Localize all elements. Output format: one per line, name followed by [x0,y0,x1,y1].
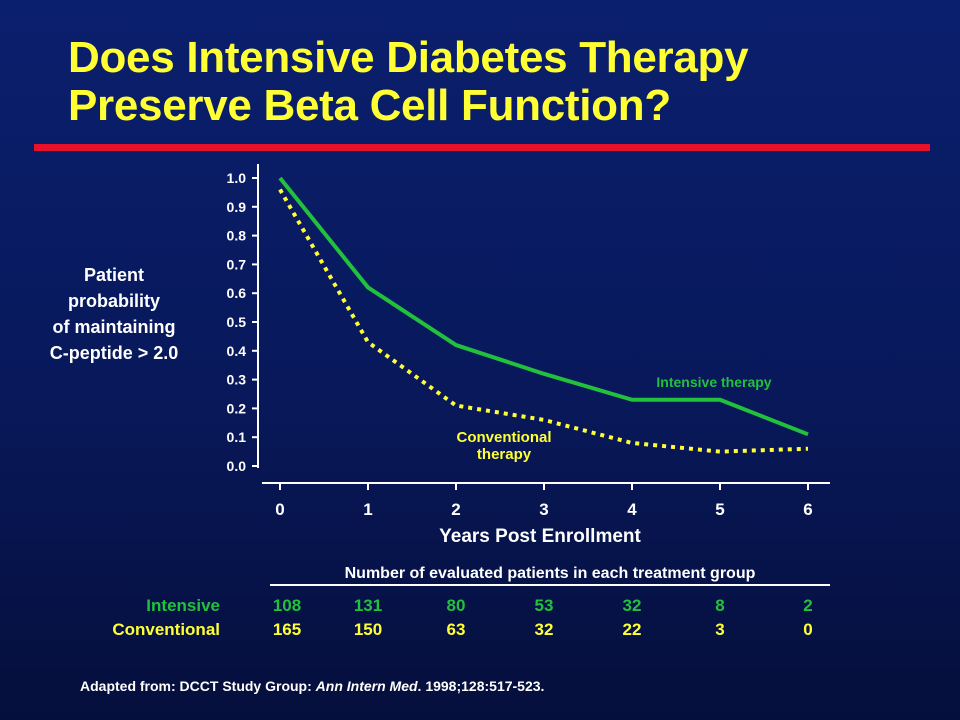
conventional-therapy-line [278,188,809,454]
y-tick-label: 0.8 [227,228,247,244]
y-axis-label: Patient probability of maintaining C-pep… [14,262,214,366]
y-tick-label: 0.0 [227,458,247,474]
y-tick-label: 0.7 [227,256,247,272]
x-tick-label: 5 [715,500,724,519]
y-axis: 0.0 0.1 0.2 0.3 0.4 0.5 0.6 0.7 0.8 0.9 1.0 [227,164,259,474]
y-tick-label: 0.6 [227,285,247,301]
conventional-row-label: Conventional [112,620,220,639]
intensive-therapy-line [278,176,809,437]
slide-title: Does Intensive Diabetes Therapy Preserve… [68,34,928,130]
x-tick-label: 2 [451,500,460,519]
y-axis-label-line: Patient [83,265,144,285]
y-tick-label: 0.9 [227,199,247,215]
intensive-count-cell: 32 [622,596,642,615]
patient-counts-header: Number of evaluated patients in each tre… [270,565,830,586]
y-tick-label: 0.2 [227,400,247,416]
y-tick-label: 0.5 [227,314,247,330]
conventional-count-cell: 32 [534,620,554,639]
intensive-count-cell: 108 [272,596,302,615]
citation-suffix: . 1998;128:517-523. [417,678,545,694]
citation-prefix: Adapted from: DCCT Study Group: [80,678,316,694]
y-tick-label: 0.3 [227,372,247,388]
intensive-count-cell: 131 [353,596,383,615]
x-axis: 0 1 2 3 4 5 6 [262,482,830,519]
citation-journal: Ann Intern Med [315,678,418,694]
conventional-count-cell: 63 [446,620,466,639]
intensive-count-cell: 53 [534,596,554,615]
slide-title-line1: Does Intensive Diabetes Therapy [68,33,749,82]
intensive-count-cell: 8 [715,596,725,615]
y-axis-label-line: of maintaining [52,317,176,337]
conventional-count-cell: 3 [715,620,725,639]
y-axis-label-line: C-peptide > 2.0 [49,343,179,363]
conventional-count-cell: 22 [622,620,642,639]
conventional-count-cell: 0 [803,620,813,639]
intensive-count-cell: 80 [446,596,466,615]
x-axis-label: Years Post Enrollment [439,526,641,547]
x-tick-label: 0 [275,500,284,519]
x-tick-label: 1 [363,500,372,519]
y-tick-label: 1.0 [227,170,247,186]
y-tick-label: 0.4 [227,343,247,359]
title-divider [34,144,930,151]
y-axis-label-line: probability [67,291,160,311]
citation: Adapted from: DCCT Study Group: Ann Inte… [80,678,900,694]
x-tick-label: 6 [803,500,812,519]
y-tick-label: 0.1 [227,429,247,445]
slide-title-line2: Preserve Beta Cell Function? [68,81,671,130]
intensive-row-label: Intensive [146,596,220,615]
series-group [278,176,809,454]
intensive-count-cell: 2 [803,596,813,615]
x-tick-label: 4 [627,500,637,519]
conventional-therapy-label: therapy [477,446,532,463]
x-tick-label: 3 [539,500,548,519]
intensive-therapy-label: Intensive therapy [656,374,771,390]
conventional-count-cell: 165 [272,620,302,639]
conventional-therapy-label: Conventional [456,429,551,446]
conventional-count-cell: 150 [353,620,383,639]
